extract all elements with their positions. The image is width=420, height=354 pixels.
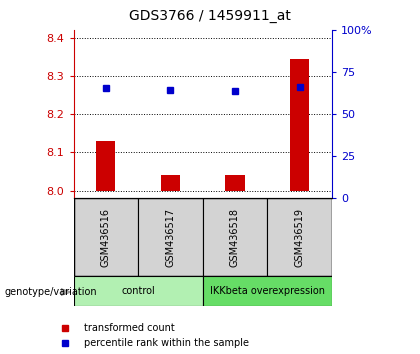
Bar: [96, 141, 116, 190]
Bar: [290, 59, 309, 190]
Text: GSM436517: GSM436517: [165, 207, 176, 267]
Polygon shape: [61, 289, 71, 296]
Text: GSM436518: GSM436518: [230, 208, 240, 267]
Bar: [203, 198, 267, 276]
Bar: [161, 175, 180, 190]
Text: GSM436519: GSM436519: [294, 208, 304, 267]
Bar: [138, 198, 202, 276]
Bar: [74, 198, 138, 276]
Text: control: control: [121, 286, 155, 296]
Text: GSM436516: GSM436516: [101, 208, 111, 267]
Text: genotype/variation: genotype/variation: [4, 287, 97, 297]
Text: IKKbeta overexpression: IKKbeta overexpression: [210, 286, 325, 296]
Bar: [203, 276, 332, 306]
Bar: [267, 198, 332, 276]
Bar: [225, 175, 244, 190]
Text: percentile rank within the sample: percentile rank within the sample: [84, 338, 249, 348]
Bar: [74, 276, 203, 306]
Text: transformed count: transformed count: [84, 322, 175, 332]
Text: GDS3766 / 1459911_at: GDS3766 / 1459911_at: [129, 9, 291, 23]
